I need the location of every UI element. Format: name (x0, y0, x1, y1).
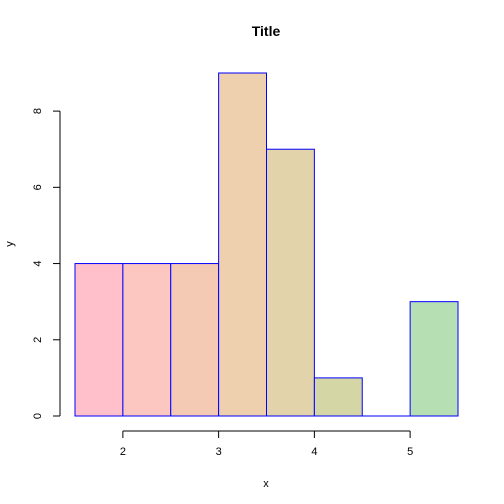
x-axis-label: x (263, 478, 269, 490)
y-axis: 0 2 4 6 8 (32, 108, 61, 419)
histogram-bar-1 (122, 263, 172, 417)
y-axis-label: y (4, 241, 16, 247)
histogram-bar-0 (74, 263, 124, 417)
y-tick-label: 0 (32, 413, 44, 419)
y-tick-label: 2 (32, 337, 44, 343)
x-tick-label: 4 (311, 446, 317, 458)
x-tick-label: 5 (407, 446, 413, 458)
y-tick-label: 8 (32, 108, 44, 114)
x-tick-label: 2 (120, 446, 126, 458)
y-tick-label: 4 (32, 260, 44, 266)
histogram-bar-3 (218, 72, 267, 417)
x-axis: 2 3 4 5 (120, 430, 413, 458)
histogram-bar-2 (170, 263, 220, 417)
histogram-bar-7 (409, 301, 459, 417)
x-tick-label: 3 (216, 446, 222, 458)
bars-group (74, 72, 459, 417)
y-tick-label: 6 (32, 184, 44, 190)
histogram-bar-4 (266, 148, 315, 417)
chart-title: Title (252, 23, 281, 39)
histogram-bar-5 (313, 377, 363, 417)
